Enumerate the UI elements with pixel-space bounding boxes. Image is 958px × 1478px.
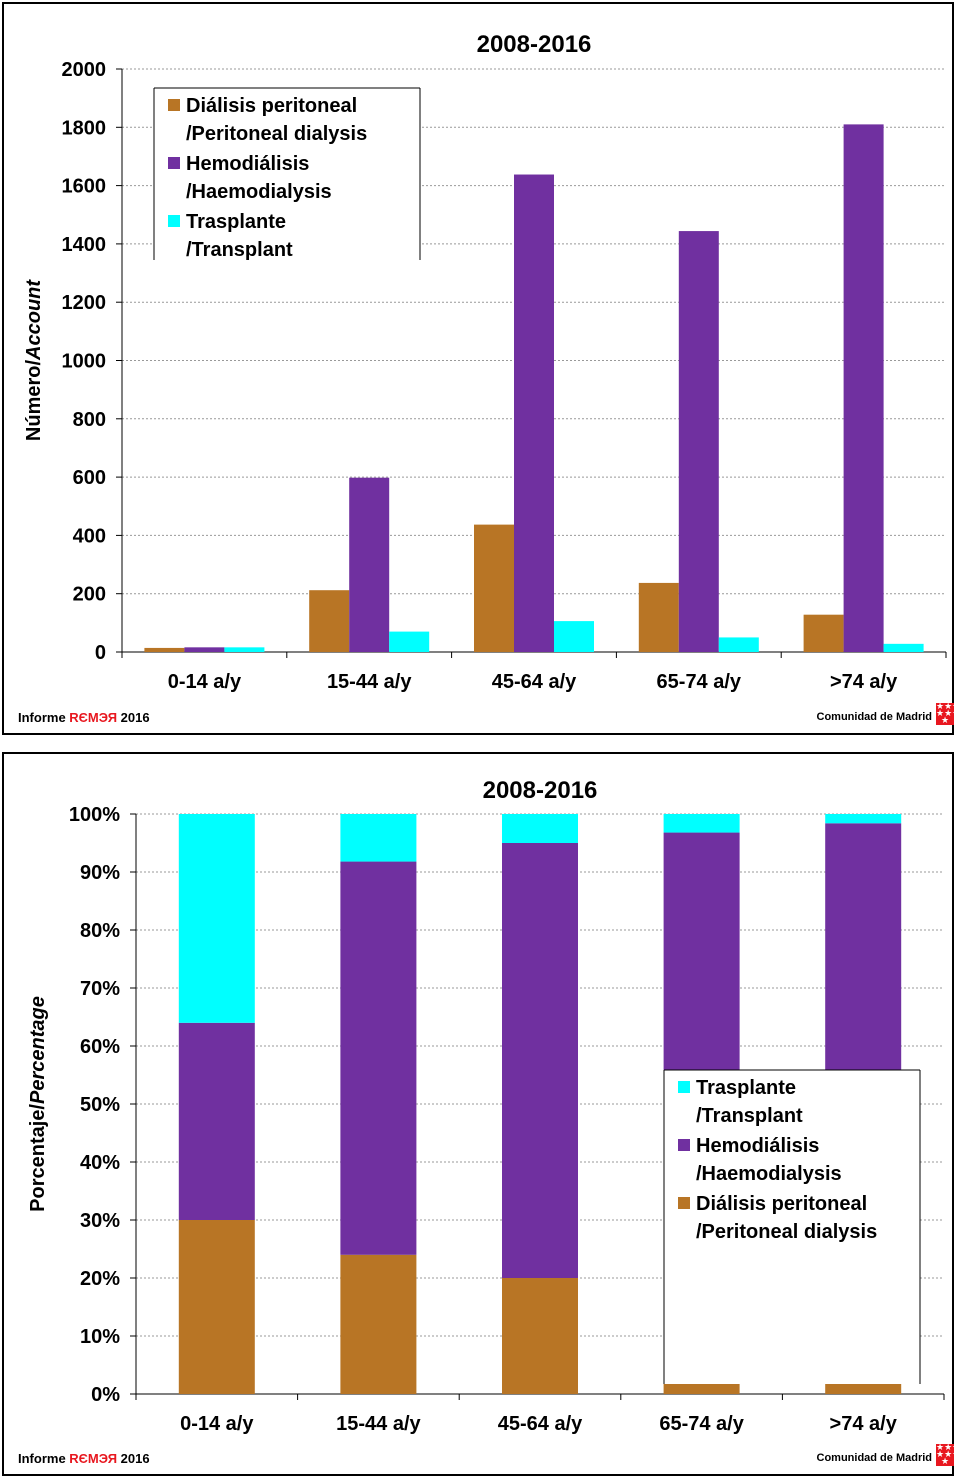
legend-label: Hemodiálisis <box>186 153 309 175</box>
chart-panel-counts: 2008-2016 0 200 400 600 800 1000 1200 1400 1600 18… <box>2 2 958 735</box>
footer-informe-label: Informe <box>18 1451 66 1466</box>
bar <box>309 590 350 652</box>
legend-label: /Haemodialysis <box>186 181 332 203</box>
legend-label: Diálisis peritoneal <box>186 95 357 117</box>
y-tick-label: 90% <box>80 862 120 884</box>
legend-swatch <box>678 1197 690 1209</box>
madrid-flag-icon: ★★★ ★★★ ★ <box>936 701 958 725</box>
footer-brand: RЄMЭЯ <box>69 710 118 725</box>
percentage-stacked-chart: 2008-2016 0% 10% 20% 30% 40% 50% 60% 70% 80% 90% 10… <box>27 777 945 1435</box>
footer-informe: Informe RЄMЭЯ 2016 <box>18 1451 150 1466</box>
y-tick-label: 200 <box>73 584 106 606</box>
legend-box <box>664 1070 920 1384</box>
y-tick-label: 1800 <box>62 117 107 139</box>
x-tick-label: 65-74 a/y <box>659 1413 744 1435</box>
legend-label: /Peritoneal dialysis <box>696 1221 877 1243</box>
footer-madrid: Comunidad de Madrid <box>816 711 933 723</box>
y-tick-label: 2000 <box>62 59 107 81</box>
bar <box>883 643 924 652</box>
bar <box>144 647 185 652</box>
bar-segment <box>825 814 902 824</box>
footer-year: 2016 <box>120 1451 150 1466</box>
x-tick-label: 0-14 a/y <box>168 671 242 693</box>
x-tick-label: 45-64 a/y <box>492 671 577 693</box>
y-tick-label: 800 <box>73 409 106 431</box>
y-tick-label: 20% <box>80 1268 120 1290</box>
y-tick-label: 1200 <box>62 292 107 314</box>
legend-label: /Haemodialysis <box>696 1163 842 1185</box>
bar-segment <box>340 1254 417 1394</box>
legend-label: /Transplant <box>696 1105 803 1127</box>
y-tick-label: 1400 <box>62 234 107 256</box>
y-axis-label: Número/Account <box>23 279 45 441</box>
chart-title: 2008-2016 <box>483 777 598 804</box>
y-tick-label: 50% <box>80 1094 120 1116</box>
x-tick-label: >74 a/y <box>830 1413 898 1435</box>
y-tick-label: 30% <box>80 1210 120 1232</box>
legend-label: Trasplante <box>696 1077 796 1099</box>
legend-label: /Transplant <box>186 239 293 261</box>
bar <box>843 124 884 652</box>
bar <box>514 174 554 652</box>
legend-swatch <box>168 215 180 227</box>
bar <box>638 582 679 652</box>
bar-segment <box>502 814 578 843</box>
bar <box>349 477 390 652</box>
legend-swatch <box>168 157 180 169</box>
bar <box>474 524 514 652</box>
bar <box>678 231 719 652</box>
y-axis-label: Porcentaje/Percentage <box>27 996 49 1212</box>
bar <box>389 631 430 652</box>
legend-swatch <box>678 1139 690 1151</box>
y-tick-label: 80% <box>80 920 120 942</box>
y-tick-label: 400 <box>73 525 106 547</box>
legend-label: /Peritoneal dialysis <box>186 123 367 145</box>
y-tick-label: 600 <box>73 467 106 489</box>
bar-segment <box>502 843 578 1278</box>
footer-informe-label: Informe <box>18 710 66 725</box>
bar-segment <box>340 861 417 1255</box>
x-tick-label: 15-44 a/y <box>327 671 412 693</box>
x-tick-label: >74 a/y <box>830 671 898 693</box>
y-tick-label: 10% <box>80 1326 120 1348</box>
y-tick-label: 60% <box>80 1036 120 1058</box>
x-tick-label: 0-14 a/y <box>180 1413 254 1435</box>
y-tick-label: 0% <box>91 1384 120 1406</box>
bar <box>718 637 759 652</box>
x-tick-label: 65-74 a/y <box>657 671 742 693</box>
y-tick-label: 0 <box>95 642 106 664</box>
y-tick-label: 1000 <box>62 351 107 373</box>
bar-segment <box>178 1022 255 1220</box>
legend-swatch <box>168 99 180 111</box>
y-tick-label: 70% <box>80 978 120 1000</box>
madrid-flag-icon: ★★★ ★★★ ★ <box>936 1442 958 1466</box>
legend-swatch <box>678 1081 690 1093</box>
footer-year: 2016 <box>120 710 150 725</box>
legend-label: Hemodiálisis <box>696 1135 819 1157</box>
bar-segment <box>178 1220 255 1394</box>
footer-madrid: Comunidad de Madrid <box>816 1452 933 1464</box>
chart-title: 2008-2016 <box>477 31 592 58</box>
chart-panel-percentages: 2008-2016 0% 10% 20% 30% 40% 50% 60% 70% 80% 90% 10… <box>2 752 958 1476</box>
footer-informe: Informe RЄMЭЯ 2016 <box>18 710 150 725</box>
y-tick-label: 40% <box>80 1152 120 1174</box>
bar-segment <box>663 814 740 833</box>
legend-box <box>154 88 420 260</box>
bar-segment <box>340 814 417 862</box>
y-tick-label: 1600 <box>62 176 107 198</box>
bar <box>554 621 594 652</box>
footer-brand: RЄMЭЯ <box>69 1451 118 1466</box>
bar <box>803 614 844 652</box>
bar-segment <box>502 1278 578 1394</box>
bar <box>184 647 225 652</box>
x-tick-label: 15-44 a/y <box>336 1413 421 1435</box>
bar-segment <box>178 814 255 1023</box>
legend-label: Trasplante <box>186 211 286 233</box>
counts-bar-chart: 2008-2016 0 200 400 600 800 1000 1200 1400 1600 18… <box>23 31 947 693</box>
y-tick-label: 100% <box>69 804 120 826</box>
x-tick-label: 45-64 a/y <box>498 1413 583 1435</box>
legend-label: Diálisis peritoneal <box>696 1193 867 1215</box>
bar <box>224 647 265 652</box>
